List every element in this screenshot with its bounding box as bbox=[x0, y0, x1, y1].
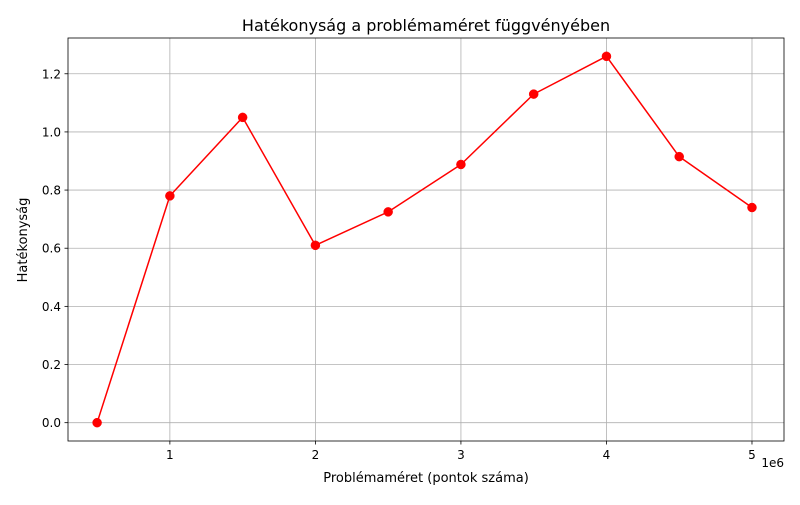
data-point bbox=[310, 240, 321, 251]
data-point bbox=[456, 159, 466, 170]
series-layer bbox=[92, 51, 757, 428]
y-tick-label: 1.2 bbox=[42, 67, 61, 81]
x-axis-ticks: 1 2 3 4 5 bbox=[166, 441, 756, 462]
data-point bbox=[674, 151, 684, 162]
y-tick-label: 1.0 bbox=[42, 125, 61, 139]
x-tick-label: 5 bbox=[748, 448, 756, 462]
data-point bbox=[237, 112, 248, 123]
y-axis-label: Hatékonyság bbox=[16, 198, 31, 283]
x-axis-label: Problémaméret (pontok száma) bbox=[323, 471, 529, 486]
x-axis-offset-label: 1e6 bbox=[761, 456, 784, 470]
y-tick-label: 0.8 bbox=[42, 184, 61, 198]
x-tick-label: 3 bbox=[457, 448, 465, 462]
plot-frame bbox=[67, 37, 785, 442]
y-tick-label: 0.0 bbox=[42, 416, 61, 430]
data-point bbox=[747, 202, 757, 213]
data-point bbox=[601, 51, 612, 62]
series-line bbox=[96, 55, 753, 423]
y-tick-label: 0.4 bbox=[42, 300, 61, 314]
data-point bbox=[383, 207, 393, 217]
data-point bbox=[92, 417, 102, 428]
data-point bbox=[528, 89, 539, 99]
x-tick-label: 2 bbox=[312, 448, 320, 462]
y-tick-label: 0.2 bbox=[42, 358, 61, 372]
y-axis-ticks: 0.0 0.2 0.4 0.6 0.8 1.0 1.2 bbox=[42, 67, 68, 430]
chart-title: Hatékonyság a problémaméret függvényében bbox=[242, 16, 610, 35]
x-tick-label: 1 bbox=[166, 448, 174, 462]
data-point bbox=[165, 191, 175, 201]
x-tick-label: 4 bbox=[603, 448, 611, 462]
grid bbox=[68, 38, 784, 441]
y-tick-label: 0.6 bbox=[42, 242, 61, 256]
